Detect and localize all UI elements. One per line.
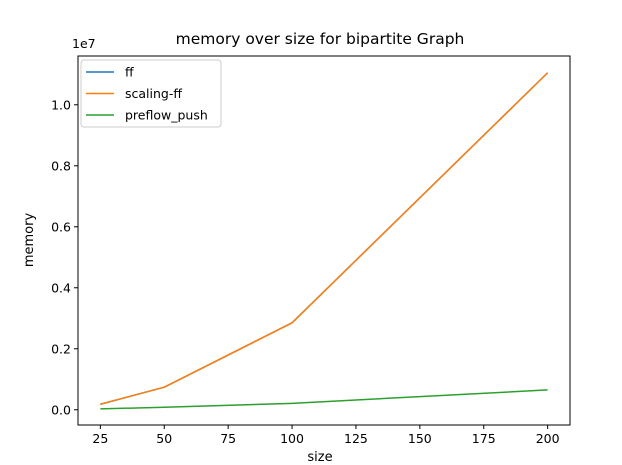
legend-box: [80, 59, 222, 128]
x-tick-label: 50: [156, 431, 172, 446]
y-tick-label: 0.4: [51, 280, 71, 295]
x-tick-label: 25: [92, 431, 108, 446]
plot-frame: [77, 55, 571, 426]
x-tick-label: 75: [220, 431, 236, 446]
series-line-1: [100, 72, 549, 405]
x-tick-label: 175: [472, 431, 496, 446]
x-tick-label: 100: [280, 431, 304, 446]
chart-title: memory over size for bipartite Graph: [176, 30, 465, 48]
x-tick-label: 125: [344, 431, 368, 446]
y-offset-label: 1e7: [72, 36, 96, 51]
legend-label-2: preflow_push: [125, 108, 208, 123]
legend-label-0: ff: [125, 65, 134, 80]
x-tick-label: 200: [536, 431, 560, 446]
legend: ff scaling-ff preflow_push: [80, 59, 222, 128]
x-axis-label: size: [307, 450, 332, 465]
y-tick-label: 0.8: [51, 158, 71, 173]
y-axis: 0.0 0.2 0.4 0.6 0.8 1.0: [51, 97, 78, 417]
plot-lines: [100, 72, 549, 410]
legend-label-1: scaling-ff: [125, 86, 182, 101]
series-line-2: [100, 389, 548, 410]
x-tick-label: 150: [408, 431, 432, 446]
x-axis: 25 50 75 100 125 150 175 200: [92, 425, 560, 446]
y-tick-label: 0.6: [51, 219, 71, 234]
y-tick-label: 0.0: [51, 402, 71, 417]
y-tick-label: 0.2: [51, 341, 71, 356]
y-axis-label: memory: [22, 213, 37, 268]
y-tick-label: 1.0: [51, 97, 71, 112]
